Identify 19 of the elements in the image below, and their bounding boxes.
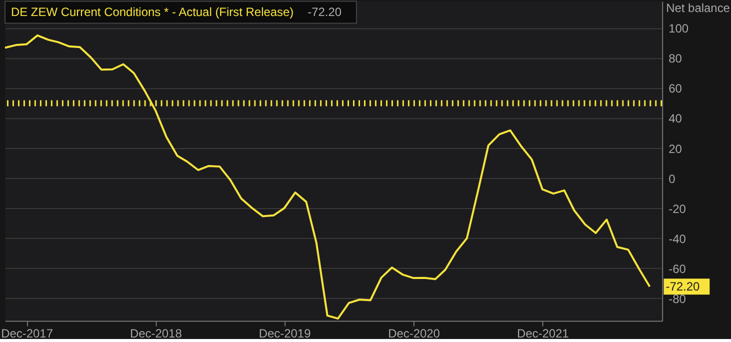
annotation: -72.20 [666, 280, 700, 294]
y-tick-label: 0 [668, 172, 676, 186]
y-tick-label: 60 [668, 82, 682, 96]
y-tick-label: 20 [668, 142, 682, 156]
x-tick-label: Dec-2018 [130, 326, 182, 340]
y-tick-label: 80 [668, 52, 682, 66]
y-tick-label: 40 [668, 112, 682, 126]
x-tick-label: Dec-2020 [388, 326, 440, 340]
annotation: -72.20 [308, 5, 342, 20]
x-tick-label: Dec-2017 [1, 326, 54, 340]
y-tick-label: -60 [668, 262, 686, 276]
y-tick-label: -80 [668, 292, 686, 306]
chart-title: DE ZEW Current Conditions * - Actual (First Release) [10, 5, 294, 20]
x-tick-label: Dec-2019 [258, 326, 312, 340]
y-tick-label: 100 [668, 22, 689, 36]
x-tick-label: Dec-2021 [516, 326, 570, 340]
y-axis-title: Net balance [666, 1, 730, 16]
y-tick-label: -20 [668, 202, 686, 216]
y-tick-label: -40 [668, 232, 686, 246]
